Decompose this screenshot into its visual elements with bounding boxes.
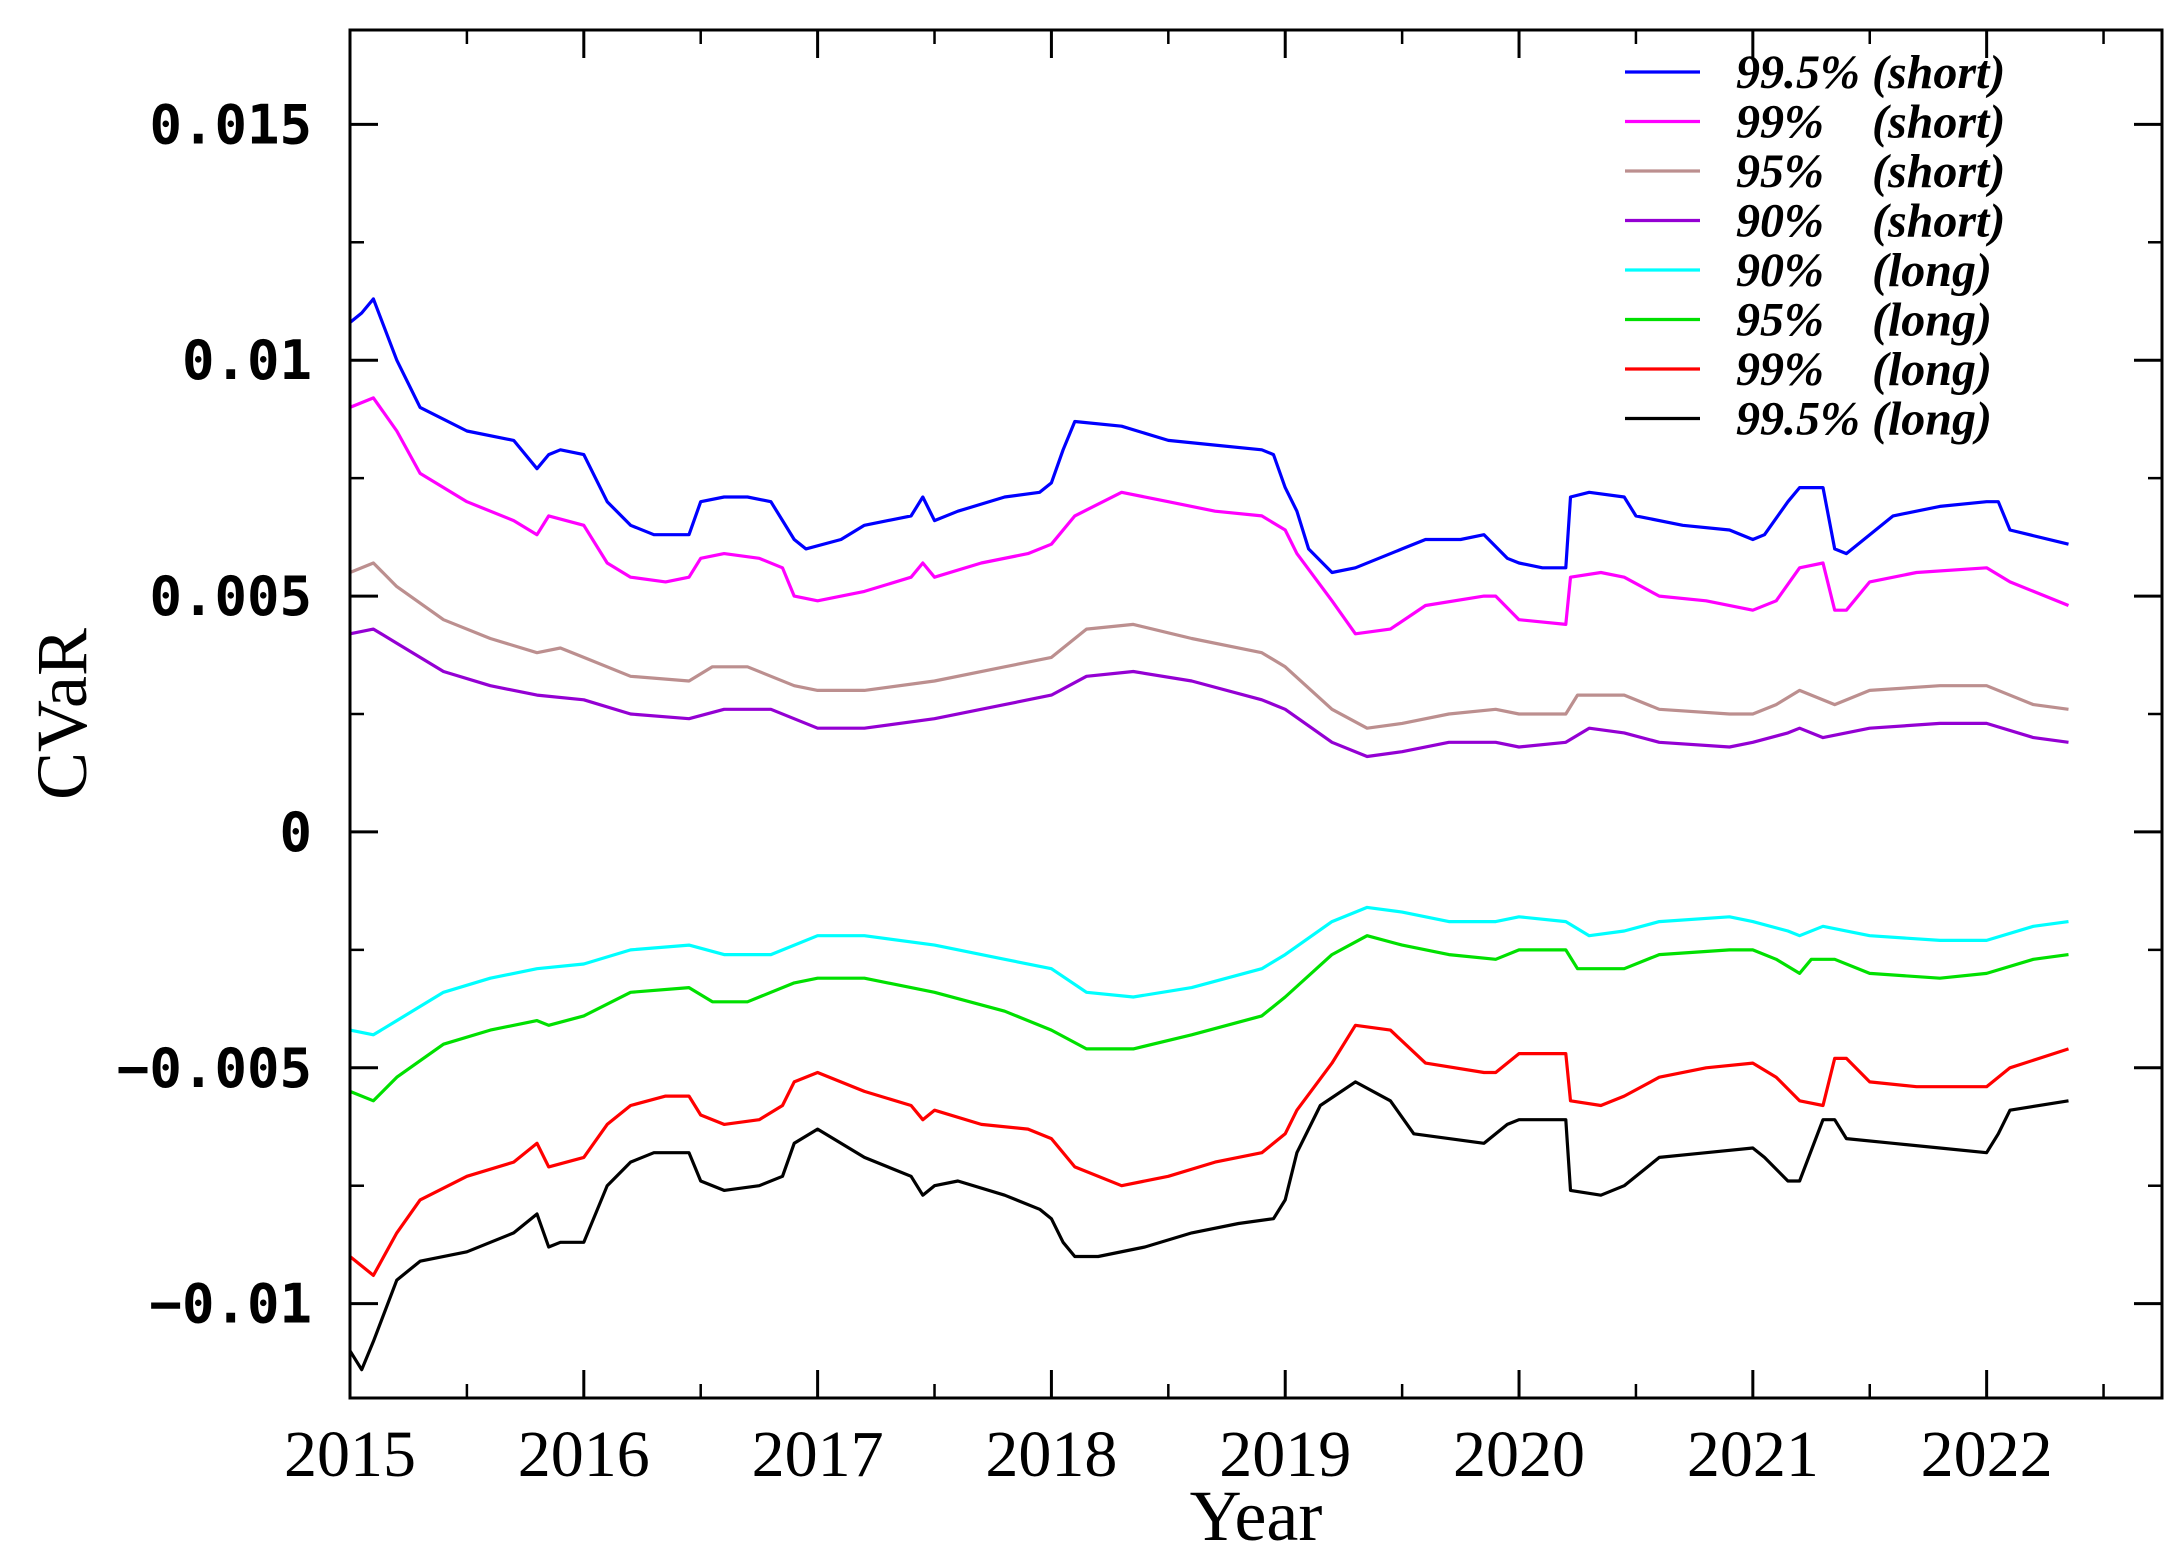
y-tick-label: 0 [279,801,312,864]
x-tick-label: 2015 [284,1418,416,1491]
y-tick-label: −0.01 [149,1273,312,1336]
series-line-7 [348,1080,2069,1372]
y-tick-label: 0.01 [182,329,312,392]
series-line-6 [348,1023,2069,1278]
x-tick-label: 2017 [752,1418,884,1491]
legend: 99.5% (short)99% (short)95% (short)90% (… [1625,46,2005,446]
legend-label-1: 99% (short) [1736,96,2005,149]
x-tick-label: 2021 [1687,1418,1819,1491]
series-layer [348,297,2070,1372]
series-line-0 [348,297,2069,575]
axes-layer: 2015 2016 2017 2018 2019 2020 2021 2022 0.015 0.0… [22,28,2164,1556]
y-axis-title: CVaR [22,628,102,800]
series-line-1 [349,396,2070,636]
legend-label-5: 95% (long) [1736,294,1992,347]
legend-label-2: 95% (short) [1736,145,2005,198]
series-line-2 [349,561,2069,730]
legend-label-3: 90% (short) [1736,195,2005,248]
y-tick-label: 0.005 [149,565,312,628]
x-tick-label: 2018 [985,1418,1117,1491]
x-tick-label: 2019 [1219,1418,1351,1491]
series-line-3 [349,627,2069,759]
series-line-4 [349,905,2069,1037]
legend-label-6: 99% (long) [1736,343,1992,396]
y-tick-label: 0.015 [149,93,312,156]
y-tick-label: −0.005 [117,1037,312,1100]
x-tick-label: 2020 [1453,1418,1585,1491]
series-line-5 [349,934,2069,1103]
x-axis-title: Year [1190,1476,1323,1556]
legend-label-0: 99.5% (short) [1736,46,2005,99]
x-tick-label: 2022 [1921,1418,2053,1491]
legend-label-7: 99.5% (long) [1736,393,1992,446]
x-tick-label: 2016 [518,1418,650,1491]
legend-label-4: 90% (long) [1736,244,1992,297]
